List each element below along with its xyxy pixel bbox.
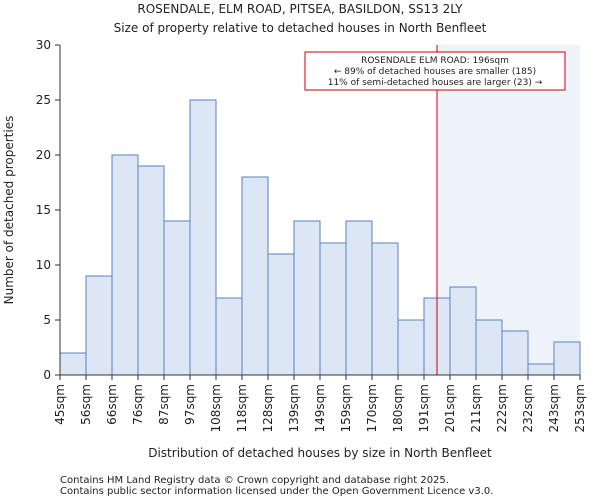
bar-139sqm	[293, 220, 321, 376]
bar-128sqm	[267, 253, 295, 376]
y-tick-label-20: 20	[36, 148, 51, 162]
y-tick-label-10: 10	[36, 258, 51, 272]
footer-line-1: Contains HM Land Registry data © Crown c…	[60, 475, 449, 486]
y-tick-label-15: 15	[36, 203, 51, 217]
x-tick-label-232sqm: 232sqm	[521, 384, 535, 432]
x-tick-label-159sqm: 159sqm	[339, 384, 353, 432]
annotation-line-3: 11% of semi-detached houses are larger (…	[328, 78, 543, 88]
y-tick-label-0: 0	[43, 368, 51, 382]
x-tick-label-201sqm: 201sqm	[443, 384, 457, 432]
y-tick-label-25: 25	[36, 93, 51, 107]
x-tick-label-253sqm: 253sqm	[573, 384, 587, 432]
bars-group	[59, 99, 581, 376]
x-tick-label-108sqm: 108sqm	[209, 384, 223, 432]
bar-149sqm	[319, 242, 347, 376]
bar-222sqm	[501, 330, 529, 376]
bar-97sqm	[189, 99, 217, 376]
x-axis-label: Distribution of detached houses by size …	[148, 446, 492, 460]
x-tick-label-170sqm: 170sqm	[365, 384, 379, 432]
y-tick-label-30: 30	[36, 38, 51, 52]
footer-line-2: Contains public sector information licen…	[60, 486, 493, 497]
bar-45sqm	[59, 352, 87, 376]
bar-66sqm	[111, 154, 139, 376]
x-tick-label-128sqm: 128sqm	[261, 384, 275, 432]
x-tick-label-45sqm: 45sqm	[53, 384, 67, 425]
x-tick-label-149sqm: 149sqm	[313, 384, 327, 432]
x-tick-label-56sqm: 56sqm	[79, 384, 93, 425]
bar-108sqm	[215, 297, 243, 376]
x-tick-label-191sqm: 191sqm	[417, 384, 431, 432]
x-tick-label-76sqm: 76sqm	[131, 384, 145, 425]
chart-subtitle: Size of property relative to detached ho…	[114, 21, 487, 35]
bar-56sqm	[85, 275, 113, 376]
bar-243sqm	[553, 341, 581, 376]
x-tick-label-211sqm: 211sqm	[469, 384, 483, 432]
bar-170sqm	[371, 242, 399, 376]
annotation-frame	[304, 51, 566, 91]
y-axis-label: Number of detached properties	[2, 116, 16, 305]
x-tick-label-139sqm: 139sqm	[287, 384, 301, 432]
x-tick-label-66sqm: 66sqm	[105, 384, 119, 425]
annotation-box: ROSENDALE ELM ROAD: 196sqm ← 89% of deta…	[304, 51, 566, 91]
bar-76sqm	[137, 165, 165, 376]
annotation-line-1: ROSENDALE ELM ROAD: 196sqm	[361, 56, 509, 66]
chart-title: ROSENDALE, ELM ROAD, PITSEA, BASILDON, S…	[137, 2, 463, 16]
x-tick-label-97sqm: 97sqm	[183, 384, 197, 425]
x-tick-label-180sqm: 180sqm	[391, 384, 405, 432]
y-tick-label-5: 5	[43, 313, 51, 327]
bar-201sqm	[449, 286, 477, 376]
bar-87sqm	[163, 220, 191, 376]
bar-159sqm	[345, 220, 373, 376]
annotation-line-2: ← 89% of detached houses are smaller (18…	[334, 67, 536, 77]
bar-118sqm	[241, 176, 269, 376]
x-axis: 45sqm 56sqm 66sqm 76sqm 87sqm 97sqm 108sqm 118s…	[53, 374, 587, 432]
x-tick-label-118sqm: 118sqm	[235, 384, 249, 432]
bar-232sqm	[527, 363, 555, 376]
bar-211sqm	[475, 319, 503, 376]
bar-180sqm	[397, 319, 425, 376]
x-tick-label-243sqm: 243sqm	[547, 384, 561, 432]
x-tick-label-87sqm: 87sqm	[157, 384, 171, 425]
y-axis: 0 5 10 15 20 25 30	[36, 38, 61, 382]
x-tick-label-222sqm: 222sqm	[495, 384, 509, 432]
